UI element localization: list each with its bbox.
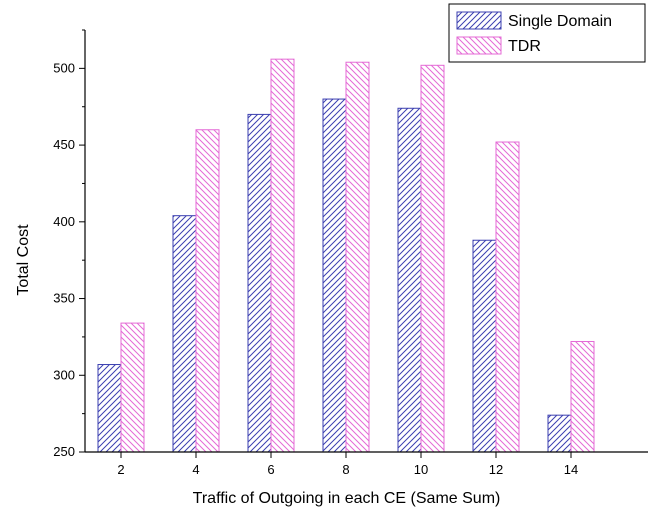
legend-label-tdr: TDR — [508, 38, 541, 55]
bar-single-domain-10 — [397, 107, 422, 453]
legend-label-single-domain: Single Domain — [508, 13, 612, 30]
bar-tdr-8 — [345, 61, 370, 453]
bar-tdr-2 — [120, 322, 145, 453]
bar-single-domain-8 — [322, 98, 347, 453]
x-tick-label: 4 — [192, 462, 199, 477]
bar-tdr-6 — [270, 58, 295, 453]
y-tick-label: 300 — [53, 367, 75, 382]
legend-swatch-single-domain — [456, 11, 502, 30]
bars-group — [97, 58, 595, 453]
legend: Single Domain TDR — [448, 3, 646, 63]
y-tick-label: 400 — [53, 214, 75, 229]
bar-single-domain-2 — [97, 364, 122, 453]
x-tick-label: 14 — [564, 462, 578, 477]
bar-tdr-10 — [420, 64, 445, 453]
bar-single-domain-4 — [172, 215, 197, 453]
bar-single-domain-12 — [472, 239, 497, 453]
bar-single-domain-6 — [247, 113, 272, 453]
legend-swatch-tdr — [456, 36, 502, 55]
bar-tdr-14 — [570, 341, 595, 453]
y-tick-label: 450 — [53, 137, 75, 152]
axes-group — [84, 30, 648, 453]
y-tick-label: 500 — [53, 60, 75, 75]
y-ticks-group: 250 300 350 400 450 500 — [53, 29, 85, 459]
x-tick-label: 8 — [342, 462, 349, 477]
y-tick-label: 350 — [53, 291, 75, 306]
bar-tdr-4 — [195, 129, 220, 453]
x-tick-label: 6 — [267, 462, 274, 477]
bar-tdr-12 — [495, 141, 520, 453]
y-axis-title: Total Cost — [15, 224, 32, 296]
y-tick-label: 250 — [53, 444, 75, 459]
x-axis-title: Traffic of Outgoing in each CE (Same Sum… — [193, 490, 501, 507]
x-ticks-group: 2 4 6 8 10 12 14 — [117, 452, 578, 477]
x-tick-label: 12 — [489, 462, 503, 477]
x-tick-label: 2 — [117, 462, 124, 477]
x-tick-label: 10 — [414, 462, 428, 477]
bar-single-domain-14 — [547, 414, 572, 453]
